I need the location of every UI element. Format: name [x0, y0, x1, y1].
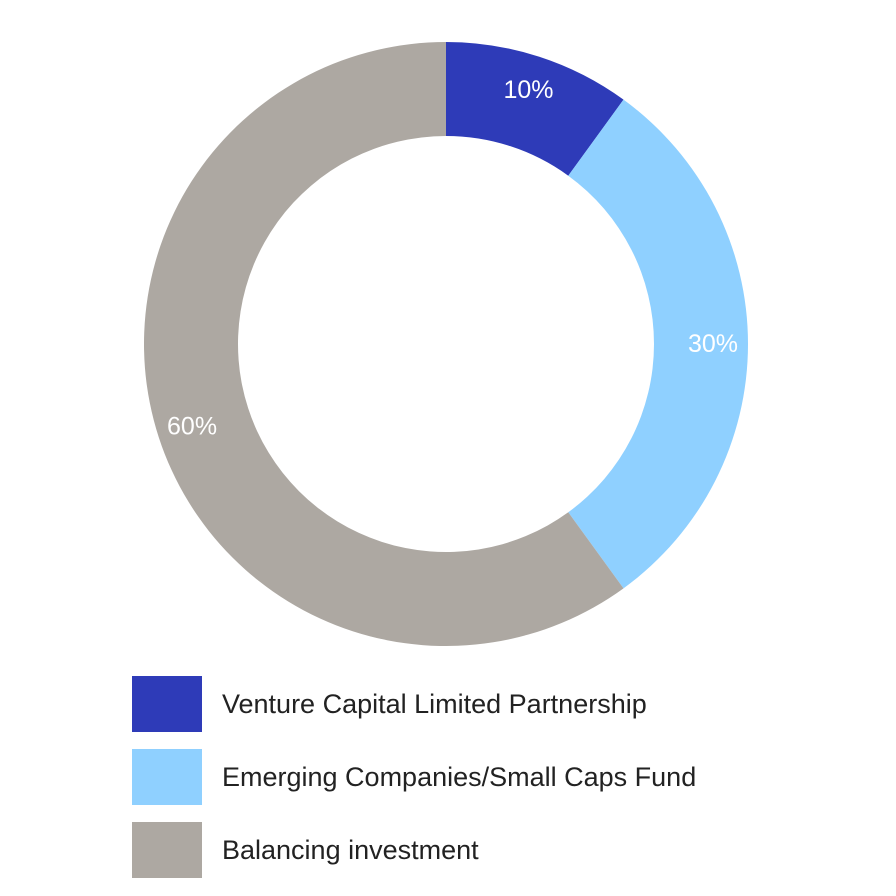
legend-swatch-emerging-companies	[132, 749, 202, 805]
legend-item-venture-capital: Venture Capital Limited Partnership	[132, 676, 696, 732]
slice-labels: 10% 30% 60%	[167, 76, 738, 440]
slice-venture-capital-limited-partnership	[446, 42, 624, 176]
legend-label-emerging-companies: Emerging Companies/Small Caps Fund	[222, 761, 697, 792]
data-label-venture-capital-limited-partnership: 10%	[503, 76, 553, 104]
legend-item-emerging-companies: Emerging Companies/Small Caps Fund	[132, 749, 696, 805]
slice-balancing-investment	[143, 42, 624, 646]
donut-chart: 10% 30% 60%	[143, 42, 748, 646]
legend-label-balancing-investment: Balancing investment	[222, 834, 479, 865]
legend-item-balancing-investment: Balancing investment	[132, 822, 696, 878]
legend-label-venture-capital: Venture Capital Limited Partnership	[222, 688, 647, 719]
legend-swatch-balancing-investment	[132, 822, 202, 878]
legend-swatch-venture-capital	[132, 676, 202, 732]
slice-emerging-companies-small-caps-fund	[568, 99, 748, 589]
legend: Venture Capital Limited Partnership Emer…	[132, 676, 696, 895]
donut-slices	[143, 42, 748, 646]
data-label-balancing-investment: 60%	[167, 413, 217, 441]
data-label-emerging-companies-small-caps-fund: 30%	[688, 330, 738, 358]
